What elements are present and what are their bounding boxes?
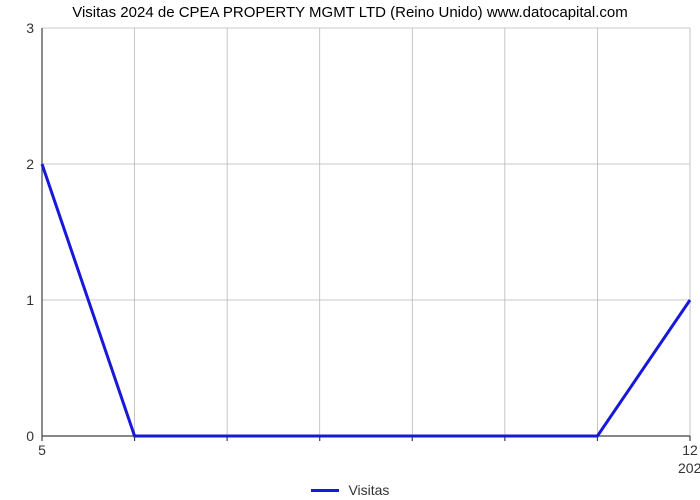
- chart-plot: [0, 0, 700, 500]
- legend-label: Visitas: [348, 482, 389, 498]
- y-tick-label: 2: [14, 156, 34, 172]
- legend: Visitas: [0, 481, 700, 498]
- x-sublabel: 202: [678, 460, 700, 476]
- y-tick-label: 1: [14, 292, 34, 308]
- x-tick-label: 12: [675, 442, 700, 458]
- y-tick-label: 3: [14, 20, 34, 36]
- x-tick-label: 5: [27, 442, 57, 458]
- legend-swatch: [311, 489, 339, 492]
